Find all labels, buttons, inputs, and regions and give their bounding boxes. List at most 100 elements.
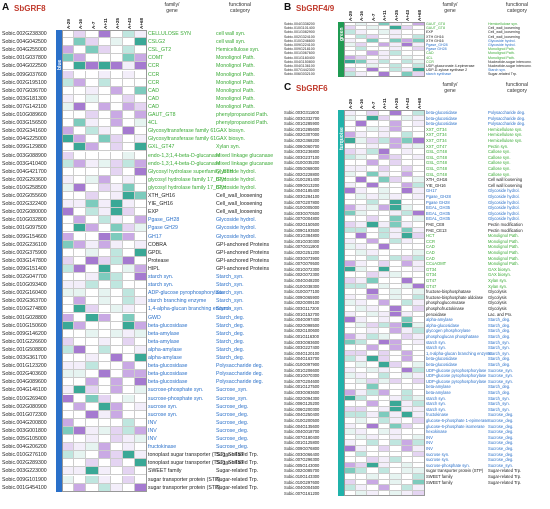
heatmap-row: [344, 434, 425, 441]
heatmap-cell: [367, 38, 379, 43]
heatmap-cell: [378, 244, 390, 250]
heatmap-cell: [390, 227, 402, 234]
heatmap-cell: [355, 51, 367, 56]
column-label: A+25: [114, 17, 120, 29]
heatmap-cell: [344, 300, 356, 306]
heatmap-row: [62, 216, 148, 225]
heatmap-cell: [378, 34, 390, 39]
gene-family-label: Pgase_GH28: [426, 194, 451, 199]
heatmap-row: [344, 457, 425, 463]
gene-family-label: alpha-amylase: [426, 317, 453, 323]
heatmap-cell: [367, 143, 379, 150]
heatmap-cell: [401, 395, 413, 402]
heatmap-cell: [110, 78, 123, 87]
heatmap-cell: [344, 440, 356, 446]
heatmap-cell: [62, 329, 75, 338]
functional-category-label: Sucrose_deg.: [488, 446, 514, 451]
heatmap-row: [344, 132, 425, 138]
functional-category-label: Cell_wall_loosening: [488, 26, 520, 31]
heatmap-cell: [86, 256, 99, 265]
heatmap-row: [62, 289, 148, 298]
heatmap-cell: [344, 51, 356, 56]
heatmap-cell: [74, 354, 87, 363]
functional-category-label: Sugar-related Trp.: [216, 476, 259, 483]
heatmap-row: [344, 317, 425, 323]
gene-family-label: GT47: [426, 283, 437, 289]
heatmap-cell: [401, 47, 413, 52]
heatmap-row: [344, 451, 425, 458]
panel-title-a: SbGRF8: [14, 4, 46, 13]
heatmap-cell: [344, 55, 356, 60]
heatmap-cell: [378, 182, 390, 189]
gene-id: Sobic.003G147800: [2, 257, 47, 264]
heatmap-cell: [74, 256, 87, 265]
heatmap-cell: [98, 127, 111, 136]
functional-category-label: Sucrose_deg.: [488, 429, 514, 435]
heatmap-cell: [122, 30, 136, 39]
heatmap-cell: [74, 30, 87, 39]
gene-family-label: XXT_GT34: [426, 126, 447, 132]
gene-id: Sobic.010G246600: [284, 38, 315, 43]
functional-category-label: Polysaccharide deg.: [488, 110, 526, 115]
heatmap-cell: [62, 111, 75, 120]
gene-family-label: GPDL: [148, 249, 163, 256]
heatmap-cell: [110, 467, 123, 476]
gene-family-label: Pgase GH28: [426, 199, 450, 205]
heatmap-cell: [86, 216, 99, 225]
heatmap-cell: [355, 474, 367, 480]
heatmap-cell: [401, 30, 413, 35]
heatmap-cell: [98, 183, 111, 192]
heatmap-row: [344, 289, 425, 295]
heatmap-cell: [378, 115, 390, 122]
heatmap-row: [344, 474, 425, 480]
gene-id: Sobic.004G136100: [284, 64, 315, 68]
heatmap-cell: [110, 151, 123, 160]
heatmap-cell: [401, 479, 413, 486]
heatmap-cell: [401, 182, 413, 189]
heatmap-cell: [367, 227, 379, 234]
heatmap-cell: [98, 467, 111, 476]
heatmap-cell: [122, 386, 136, 395]
heatmap-cell: [390, 485, 402, 491]
heatmap-cell: [110, 264, 123, 273]
heatmap-cell: [122, 345, 136, 354]
heatmap-cell: [378, 434, 390, 441]
functional-category-label: Starch_syn.: [488, 395, 510, 401]
column-label: A-7: [370, 13, 376, 21]
heatmap-cell: [62, 175, 75, 184]
column-label: A+11: [382, 98, 388, 109]
heatmap-cell: [86, 289, 99, 298]
heatmap-cell: [367, 474, 379, 480]
heatmap-cell: [74, 467, 87, 476]
heatmap-row: [62, 443, 148, 452]
heatmap-cell: [344, 306, 356, 312]
heatmap-cell: [98, 200, 111, 209]
heatmap-cell: [98, 443, 111, 452]
heatmap-cell: [367, 423, 379, 430]
gene-id: Sobic.002G094300: [284, 395, 320, 401]
heatmap-cell: [110, 62, 123, 71]
heatmap-row: [344, 306, 425, 312]
heatmap-cell: [390, 479, 402, 486]
functional-category-label: GPI-anchored Proteins: [216, 265, 270, 272]
gene-id: Sobic.010G276100: [2, 452, 47, 459]
gene-family-label: starch syn.: [426, 339, 446, 345]
heatmap-row: [344, 30, 425, 35]
heatmap-cell: [401, 462, 413, 469]
functional-category-label: Monolignol Path.: [488, 261, 519, 267]
heatmap-cell: [110, 281, 123, 290]
heatmap-cell: [367, 401, 379, 407]
heatmap-cell: [390, 64, 402, 69]
functional-category-label: Sucrose_deg.: [488, 457, 514, 463]
heatmap-cell: [98, 78, 111, 87]
heatmap-cell: [355, 300, 367, 306]
heatmap-cell: [62, 264, 75, 273]
gene-id: Sobic.010G077100: [284, 289, 320, 295]
gene-family-label: INV: [426, 446, 433, 451]
heatmap-cell: [378, 194, 390, 200]
heatmap-cell: [355, 222, 367, 228]
heatmap-cell: [355, 434, 367, 441]
column-label: A+43: [405, 97, 411, 109]
heatmap-cell: [86, 248, 99, 257]
heatmap-cell: [378, 47, 390, 52]
